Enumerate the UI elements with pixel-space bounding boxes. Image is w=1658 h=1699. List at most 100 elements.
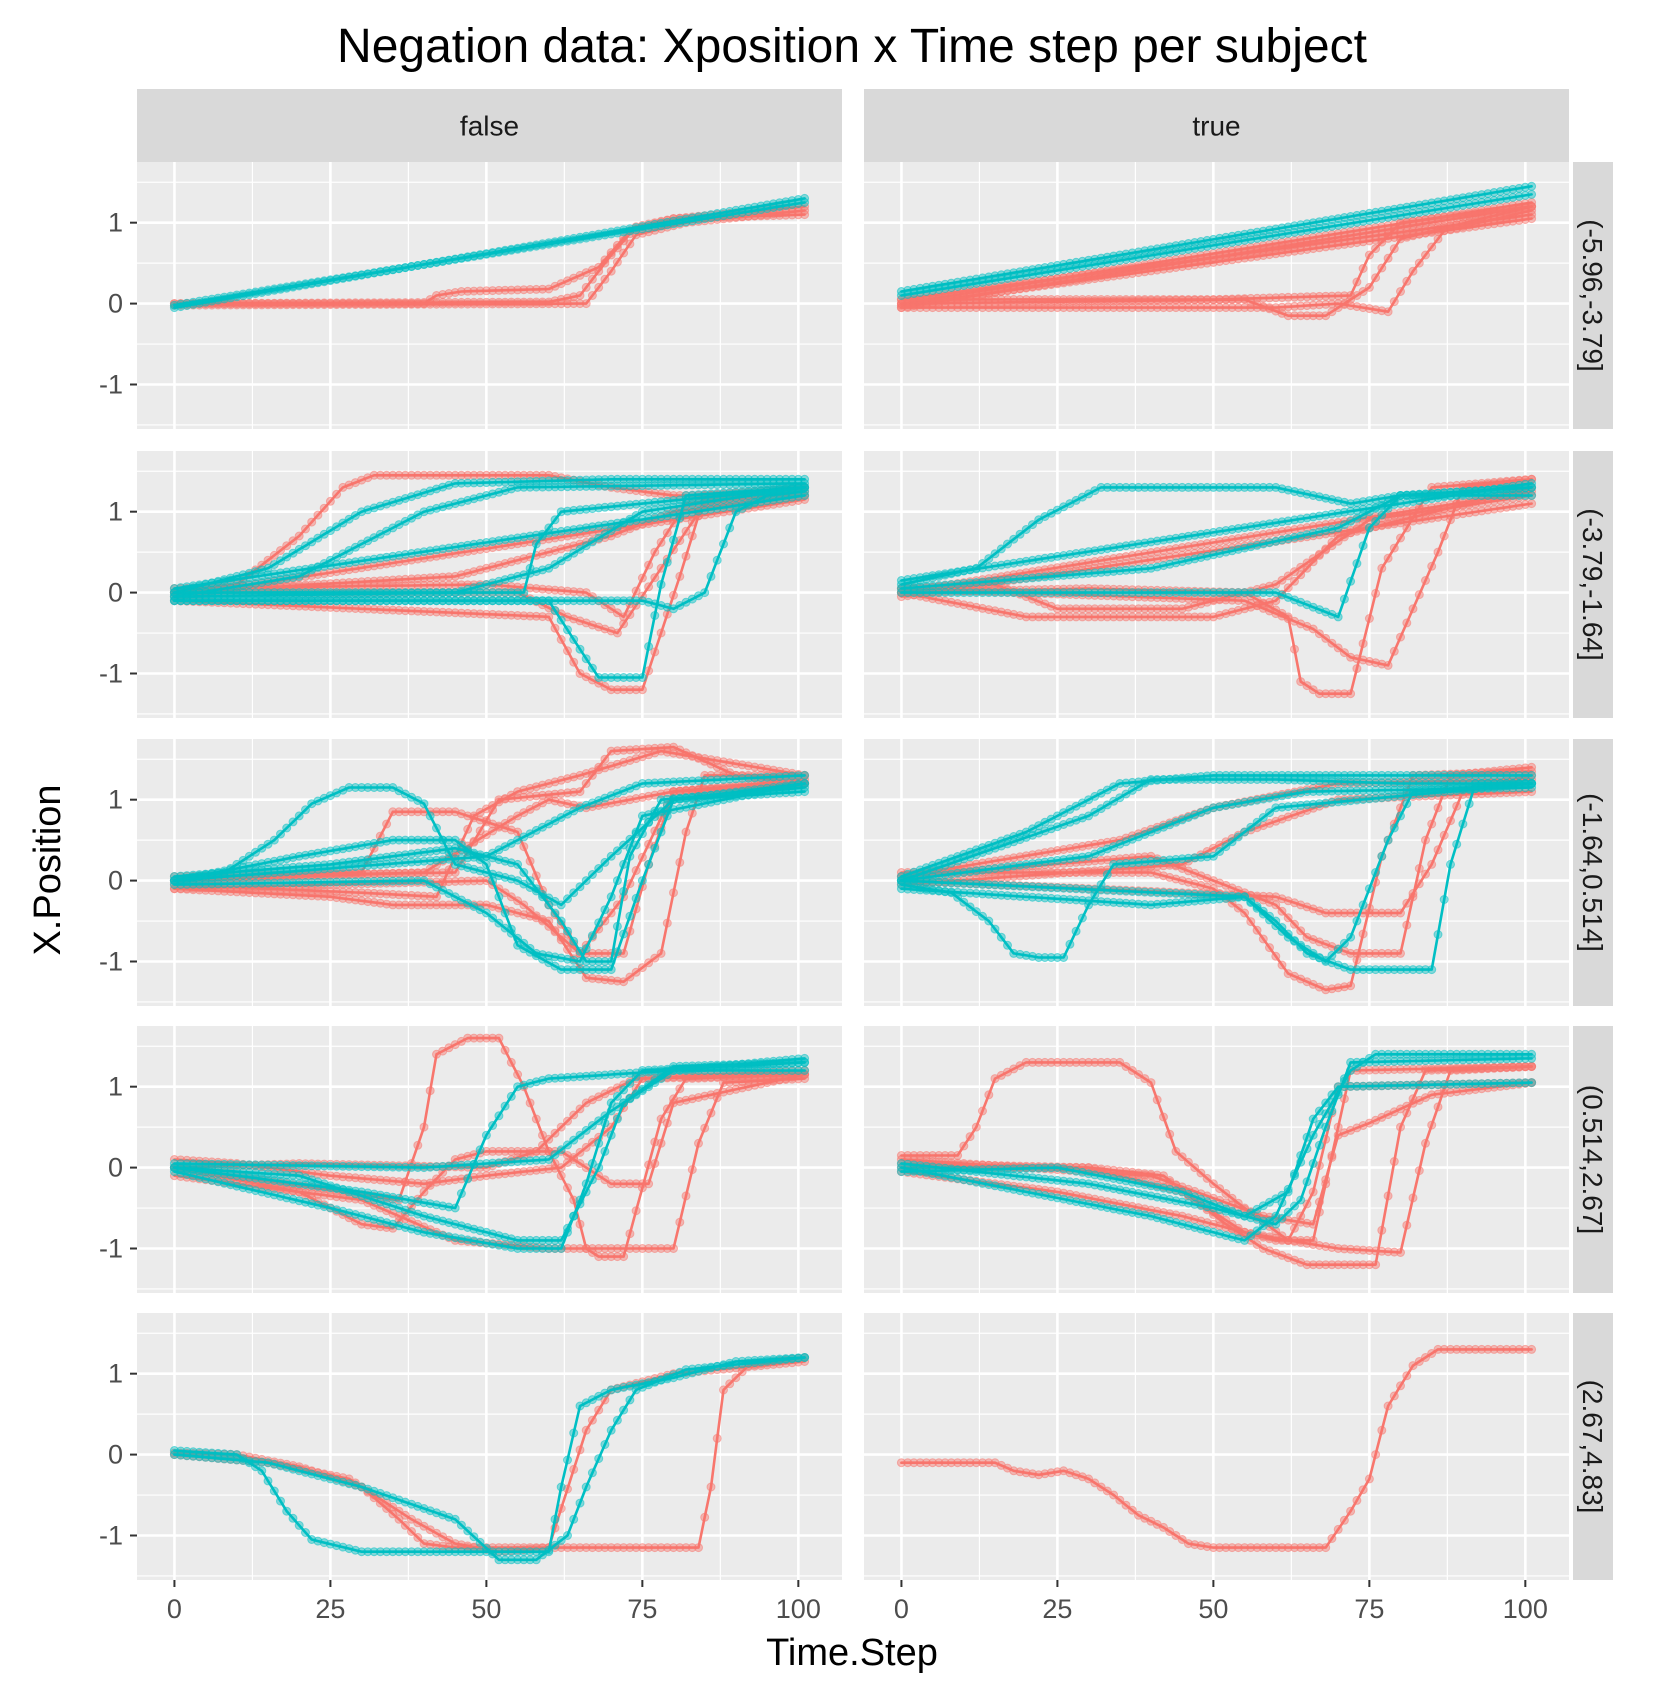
data-point	[282, 300, 292, 310]
data-point	[550, 299, 560, 309]
data-point	[1364, 250, 1374, 260]
data-point	[357, 300, 367, 309]
data-point	[301, 524, 310, 534]
data-point	[282, 823, 292, 833]
data-point	[650, 547, 660, 557]
data-point	[488, 876, 498, 886]
data-point	[569, 635, 579, 644]
data-point	[494, 299, 504, 309]
data-point	[650, 611, 660, 620]
data-point	[1383, 553, 1393, 563]
data-point	[1371, 273, 1381, 283]
data-point	[1433, 547, 1443, 557]
data-point	[662, 528, 672, 538]
data-point	[419, 299, 429, 309]
data-point	[669, 535, 678, 545]
data-point	[1421, 250, 1430, 260]
data-point	[251, 300, 260, 310]
data-point	[1377, 563, 1387, 573]
data-point	[531, 299, 541, 309]
data-point	[1333, 612, 1343, 622]
facet-panel	[864, 1313, 1569, 1580]
data-point	[238, 300, 248, 310]
data-point	[1383, 660, 1393, 670]
data-point	[631, 893, 641, 903]
data-point	[1321, 544, 1331, 554]
data-point	[619, 929, 629, 939]
data-point	[637, 673, 647, 682]
data-point	[569, 299, 579, 309]
data-point	[1439, 531, 1449, 541]
data-point	[563, 625, 572, 635]
data-point	[1358, 264, 1368, 273]
data-point	[444, 299, 454, 309]
data-point	[575, 882, 585, 892]
data-point	[569, 888, 579, 898]
data-point	[625, 239, 635, 249]
data-point	[1383, 307, 1393, 317]
data-point	[1527, 491, 1537, 500]
data-point	[1414, 590, 1424, 600]
data-point	[1314, 550, 1324, 560]
data-point	[594, 266, 604, 276]
data-point	[587, 291, 597, 300]
data-point	[650, 573, 660, 583]
data-point	[456, 287, 466, 296]
data-point	[612, 257, 622, 267]
data-point	[550, 515, 560, 525]
data-point	[388, 299, 398, 309]
data-point	[538, 299, 547, 309]
data-point	[1527, 214, 1537, 224]
data-point	[1389, 543, 1399, 553]
data-point	[563, 926, 572, 936]
data-point	[319, 503, 329, 513]
data-point	[463, 299, 473, 309]
data-point	[1346, 689, 1356, 699]
data-point	[1371, 588, 1381, 598]
data-point	[1352, 664, 1362, 674]
data-point	[544, 900, 554, 910]
data-point	[631, 866, 641, 875]
data-point	[1371, 516, 1381, 526]
data-point	[500, 285, 510, 295]
data-point	[500, 908, 510, 918]
data-point	[637, 852, 647, 862]
data-point	[656, 948, 666, 958]
data-point	[244, 300, 254, 310]
data-point	[301, 805, 310, 815]
data-point	[675, 571, 685, 581]
data-point	[332, 300, 342, 310]
data-point	[1358, 639, 1368, 649]
data-point	[307, 517, 317, 527]
data-point	[425, 299, 435, 309]
data-point	[700, 588, 710, 598]
data-point	[269, 835, 279, 845]
data-point	[1396, 632, 1405, 642]
data-point	[800, 206, 810, 215]
data-point	[469, 299, 479, 309]
data-point	[800, 482, 810, 492]
data-point	[563, 894, 572, 904]
data-point	[438, 299, 448, 309]
data-point	[569, 936, 579, 946]
data-point	[581, 299, 591, 309]
data-point	[719, 539, 728, 549]
data-point	[369, 299, 379, 309]
data-point	[544, 612, 554, 622]
data-point	[1346, 291, 1356, 300]
data-point	[519, 842, 529, 852]
data-point	[294, 531, 304, 541]
data-point	[519, 299, 529, 309]
data-point	[644, 666, 654, 676]
data-point	[450, 299, 460, 309]
data-point	[1364, 282, 1374, 292]
data-point	[513, 859, 523, 869]
data-point	[612, 628, 622, 638]
data-point	[325, 300, 335, 310]
data-point	[1302, 563, 1312, 573]
data-point	[525, 285, 535, 294]
data-point	[288, 817, 298, 827]
data-point	[531, 284, 541, 294]
data-point	[307, 300, 317, 310]
